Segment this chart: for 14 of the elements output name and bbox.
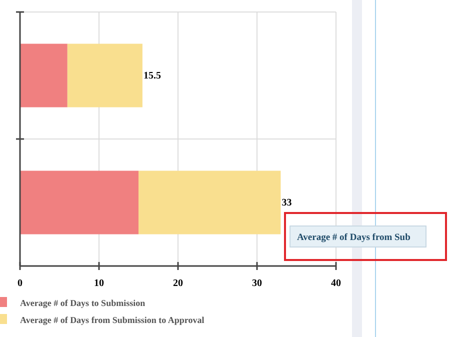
legend-label: Average # of Days from Submission to Approval xyxy=(20,315,205,325)
bar xyxy=(67,44,142,108)
x-tick-label: 20 xyxy=(173,278,183,289)
x-tick-label: 10 xyxy=(94,278,104,289)
x-tick-label: 40 xyxy=(331,278,341,289)
total-label: 15.5 xyxy=(143,70,161,82)
total-label: 33 xyxy=(282,198,292,208)
x-tick-label: 30 xyxy=(252,278,262,289)
bar xyxy=(20,44,68,108)
bar xyxy=(20,170,138,234)
x-tick-label: 0 xyxy=(18,278,22,289)
legend-label: Average # of Days to Submission xyxy=(20,298,146,308)
annotation: Average # of Days from Sub xyxy=(297,233,410,243)
bar xyxy=(138,170,281,234)
